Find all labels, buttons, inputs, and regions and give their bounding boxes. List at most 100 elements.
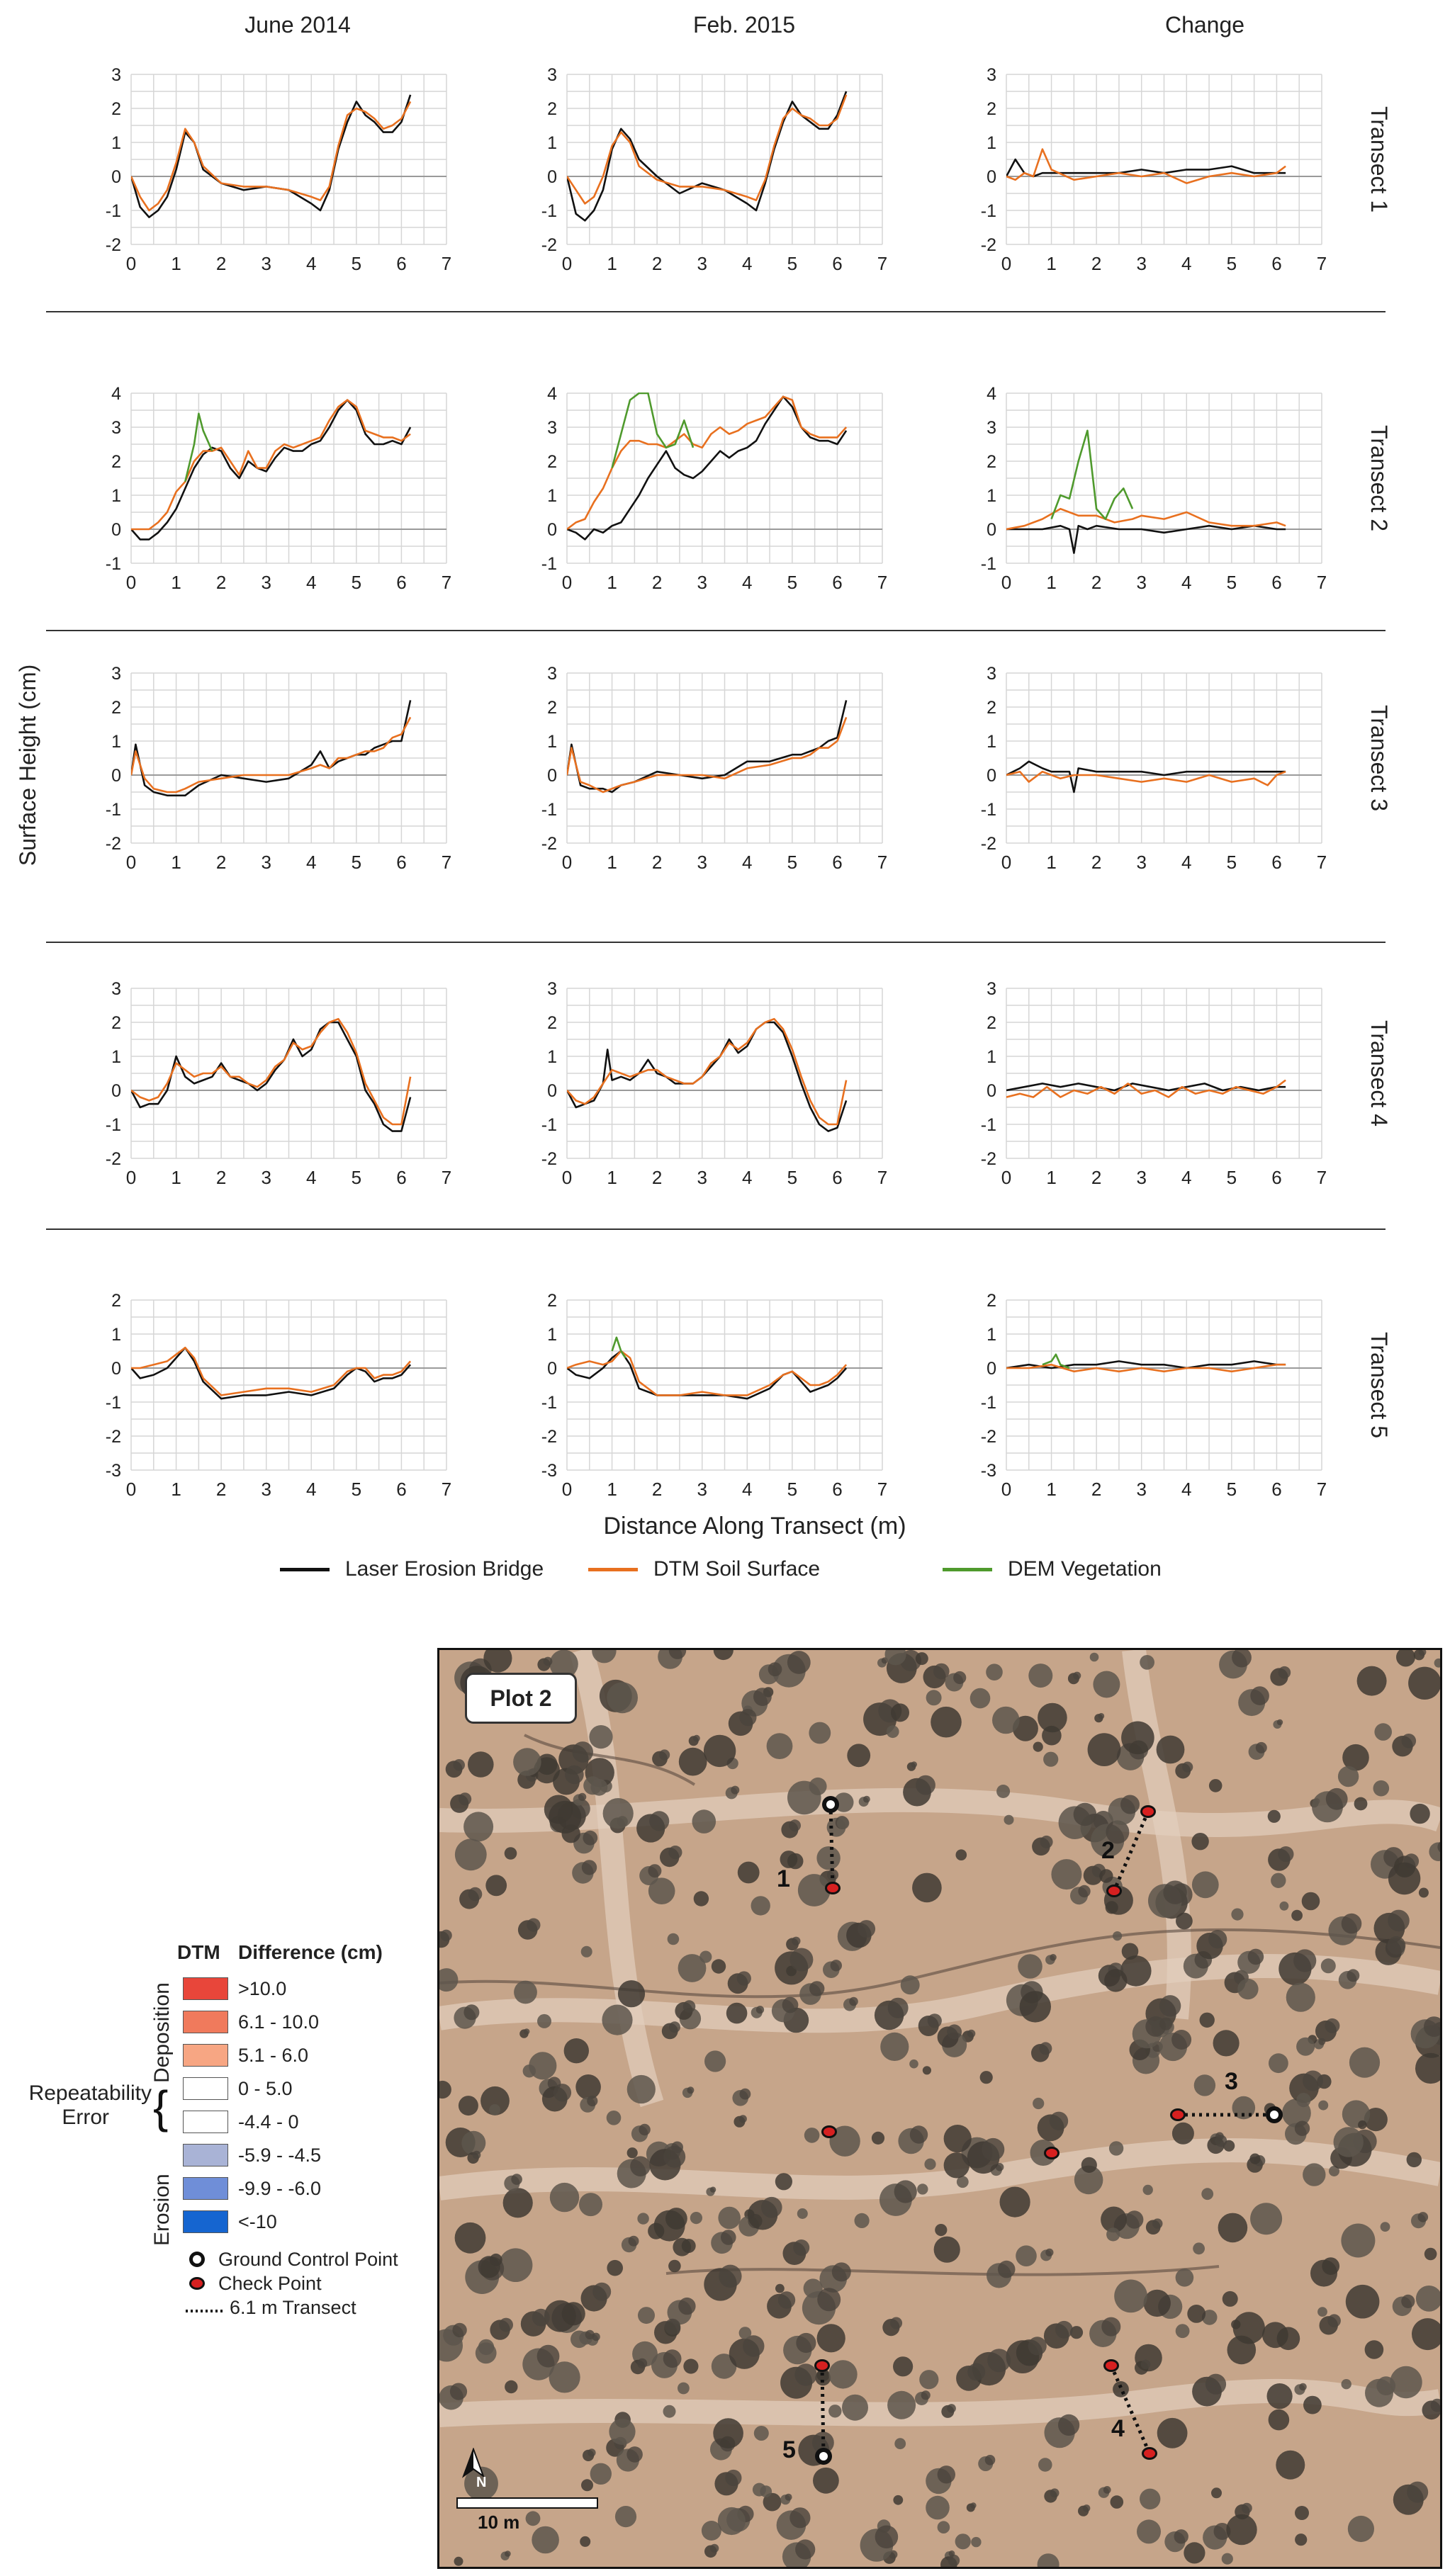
shrub	[1310, 2259, 1337, 2287]
shrub-lobe	[553, 2084, 572, 2102]
shrub	[1156, 1735, 1185, 1764]
x-tick-label: 4	[742, 1479, 752, 1500]
y-tick-label: 1	[987, 1047, 996, 1067]
shrub	[1429, 1842, 1440, 1861]
shrub	[1396, 1650, 1415, 1667]
y-tick-label: -1	[981, 1393, 996, 1413]
shrub-lobe	[785, 2493, 792, 2501]
legend-item-vegetation: DEM Vegetation	[943, 1557, 1162, 1581]
panel-r4-c0: 0 1 2 3 4 5 6 7 -3 -2 -1 0 1 2	[106, 1291, 451, 1500]
shrub	[678, 2382, 690, 2395]
legend-swatch-vegetation	[943, 1567, 992, 1571]
legend-class-label: -9.9 - -6.0	[238, 2177, 322, 2199]
shrub-lobe	[984, 2455, 996, 2465]
row-title-1: Transect 2	[1366, 425, 1392, 531]
x-tick-label: 2	[216, 1479, 226, 1500]
shrub	[1199, 2012, 1215, 2028]
wash-channel-2	[439, 2138, 1440, 2201]
y-tick-label: 1	[547, 486, 557, 506]
shrub	[854, 2213, 870, 2228]
shrub	[464, 2466, 498, 2501]
y-tick-label: 0	[547, 766, 557, 786]
shrub	[737, 1861, 760, 1884]
y-tick-label: 3	[987, 65, 996, 85]
x-tick-label: 1	[1046, 1167, 1056, 1188]
shrub	[1342, 1744, 1369, 1771]
y-tick-label: 3	[987, 979, 996, 999]
x-tick-label: 5	[352, 253, 361, 274]
y-tick-label: -2	[541, 1149, 557, 1169]
y-tick-label: 1	[987, 133, 996, 153]
shrub	[1406, 2152, 1422, 2168]
shrub-lobe	[739, 2088, 751, 2100]
shrub	[1354, 1797, 1368, 1811]
legend-side-repeatability-line1: Repeatability	[28, 2081, 152, 2105]
shrub	[1356, 1666, 1387, 1696]
shrub-lobe	[1293, 1949, 1317, 1972]
shrub	[1262, 2322, 1288, 2349]
transect-line-4	[1109, 2365, 1152, 2454]
shrub-lobe	[1215, 2135, 1227, 2147]
x-tick-label: 1	[1046, 852, 1056, 873]
shrub	[1201, 2188, 1214, 2201]
shrub	[1028, 1663, 1053, 1688]
y-tick-label: -1	[106, 1115, 121, 1135]
y-tick-label: -1	[106, 201, 121, 221]
shrub-lobe	[628, 2235, 639, 2247]
shrub-lobe	[911, 1761, 917, 1768]
shrub-lobe	[970, 2502, 977, 2509]
x-tick-label: 6	[1271, 852, 1281, 873]
x-tick-label: 3	[261, 572, 271, 593]
shrub	[1043, 1751, 1059, 1767]
shrub-lobe	[777, 2291, 796, 2309]
shrub	[575, 2074, 601, 2100]
shrub	[483, 1650, 512, 1673]
shrub	[1191, 1871, 1219, 1899]
shrub-lobe	[648, 1864, 662, 1878]
shrub-lobe	[1078, 1885, 1091, 1898]
shrub	[536, 1753, 558, 1775]
shrub	[583, 1776, 602, 1795]
shrub-lobe	[527, 1918, 541, 1932]
series-line-1	[1006, 770, 1286, 786]
legend-class-swatch	[183, 2077, 228, 2100]
shrub-lobe	[637, 2358, 648, 2368]
legend-class-row: -4.4 - 0	[183, 2110, 299, 2134]
shrub-lobe	[659, 1749, 670, 1761]
shrub	[1424, 2247, 1437, 2261]
legend-class-swatch	[183, 2210, 228, 2233]
shrub	[478, 2339, 495, 2356]
shrub	[1176, 1912, 1193, 1930]
x-tick-label: 6	[832, 1479, 842, 1500]
shrub-lobe	[668, 1846, 682, 1860]
shrub	[1295, 2506, 1309, 2520]
shrub-lobe	[863, 1795, 870, 1803]
shrub-lobe	[909, 2125, 928, 2144]
shrub	[1412, 2318, 1440, 2351]
shrub	[763, 2492, 782, 2512]
north-arrow-icon	[461, 2447, 485, 2478]
shrub	[439, 2080, 451, 2099]
y-tick-label: -2	[541, 1427, 557, 1447]
shrub	[1137, 2519, 1161, 2544]
x-tick-label: 0	[126, 253, 136, 274]
y-tick-label: 4	[547, 384, 557, 404]
shrub	[1365, 2378, 1393, 2407]
shrub-lobe	[753, 1688, 772, 1706]
x-tick-label: 0	[562, 572, 572, 593]
transect-label-2: 2	[1101, 1837, 1115, 1864]
shrub	[943, 2125, 972, 2153]
shrub-lobe	[736, 1971, 751, 1986]
shrub	[1121, 1943, 1139, 1960]
x-tick-label: 3	[697, 253, 707, 274]
x-tick-label: 6	[1271, 1167, 1281, 1188]
x-tick-label: 2	[652, 1479, 662, 1500]
shrub-lobe	[1174, 2529, 1188, 2544]
legend-class-swatch	[183, 2111, 228, 2133]
x-tick-label: 1	[607, 572, 617, 593]
shrub	[1380, 2222, 1390, 2232]
shrub-lobe	[1327, 2314, 1341, 2327]
shrub	[498, 2248, 533, 2282]
y-tick-label: 0	[111, 1081, 121, 1101]
check-point-core-1	[1142, 1807, 1154, 1816]
